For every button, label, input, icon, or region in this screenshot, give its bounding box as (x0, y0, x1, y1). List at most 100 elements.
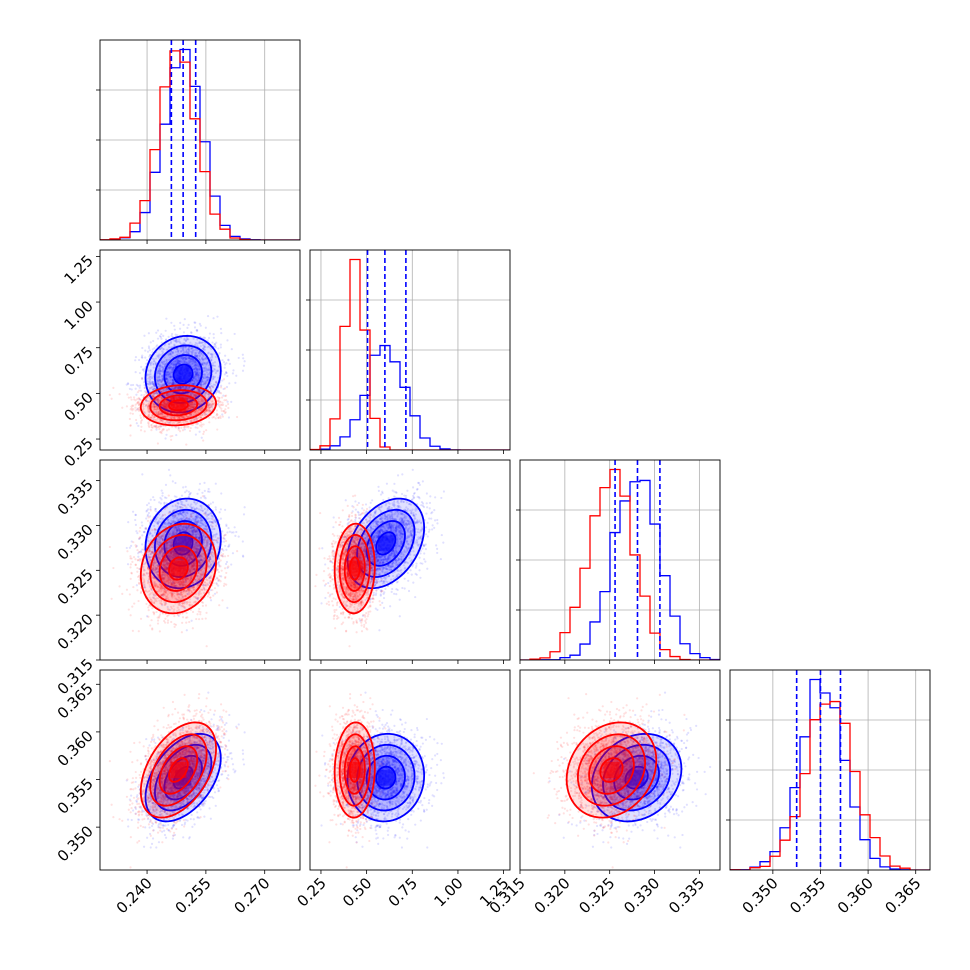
sample-point-series-0 (196, 379, 199, 383)
sample-point-series-0 (172, 382, 175, 385)
sample-point-series-0 (168, 367, 171, 370)
sample-point-series-0 (185, 385, 188, 389)
sample-point-series-0 (195, 366, 198, 369)
sample-point-series-0 (160, 411, 163, 414)
sample-point-series-0 (237, 356, 240, 360)
sample-point-series-0 (192, 337, 195, 340)
sample-point-series-0 (166, 371, 170, 374)
sample-point-series-0 (205, 371, 209, 374)
sample-point-series-0 (149, 387, 152, 390)
sample-point-series-0 (168, 393, 171, 396)
sample-point-series-0 (194, 375, 197, 378)
sample-point-series-0 (168, 343, 171, 346)
sample-point-series-0 (156, 375, 159, 379)
sample-point-series-0 (226, 339, 229, 342)
sample-point-series-0 (175, 362, 178, 366)
sample-point-series-0 (143, 381, 146, 384)
sample-point-series-0 (205, 391, 208, 395)
sample-point-series-0 (156, 329, 160, 332)
sample-point-series-0 (183, 385, 187, 389)
sample-point-series-0 (159, 384, 162, 387)
sample-point-series-0 (242, 357, 245, 360)
sample-point-series-0 (179, 341, 182, 344)
sample-point-series-0 (159, 372, 162, 376)
sample-point-series-0 (185, 362, 188, 365)
sample-point-series-0 (150, 377, 154, 380)
sample-point-series-0 (194, 370, 197, 373)
sample-point-series-0 (176, 334, 179, 337)
sample-point-series-0 (137, 424, 140, 427)
sample-point-series-0 (197, 356, 200, 360)
sample-point-series-0 (174, 363, 177, 366)
sample-point-series-0 (196, 328, 199, 332)
sample-point-series-0 (159, 381, 162, 384)
sample-point-series-0 (172, 360, 175, 363)
sample-point-series-0 (168, 393, 172, 396)
sample-point-series-0 (222, 361, 226, 364)
sample-point-series-0 (138, 398, 141, 401)
sample-point-series-0 (177, 362, 180, 365)
sample-point-series-0 (170, 334, 173, 337)
sample-point-series-0 (177, 361, 180, 364)
sample-point-series-0 (165, 377, 168, 380)
sample-point-series-0 (152, 403, 155, 406)
sample-point-series-1 (121, 406, 124, 409)
sample-point-series-0 (156, 337, 160, 340)
sample-point-series-0 (145, 503, 149, 507)
sample-point-series-0 (167, 373, 171, 376)
sample-point-series-0 (141, 376, 144, 380)
sample-point-series-0 (163, 360, 166, 363)
sample-point-series-0 (196, 342, 199, 345)
sample-point-series-0 (191, 378, 194, 381)
sample-point-series-0 (172, 366, 175, 369)
sample-point-series-0 (194, 364, 197, 367)
sample-point-series-0 (146, 380, 149, 383)
sample-point-series-0 (147, 332, 150, 335)
sample-point-series-0 (190, 351, 193, 355)
sample-point-series-0 (193, 403, 197, 406)
sample-point-series-0 (156, 376, 159, 380)
sample-point-series-0 (191, 351, 194, 354)
sample-point-series-0 (181, 348, 184, 352)
sample-point-series-0 (178, 362, 181, 365)
sample-point-series-0 (188, 403, 191, 406)
sample-point-series-0 (156, 355, 159, 358)
sample-point-series-0 (179, 386, 183, 389)
sample-point-series-0 (148, 378, 152, 382)
sample-point-series-0 (190, 357, 193, 360)
sample-point-series-0 (198, 368, 201, 371)
sample-point-series-0 (195, 380, 199, 384)
sample-point-series-0 (158, 364, 162, 367)
sample-point-series-0 (219, 346, 222, 349)
sample-point-series-0 (153, 384, 156, 387)
sample-point-series-0 (225, 548, 228, 551)
sample-point-series-0 (194, 372, 198, 376)
sample-point-series-0 (196, 362, 199, 365)
sample-point-series-0 (190, 347, 193, 350)
sample-point-series-0 (173, 366, 176, 369)
sample-point-series-0 (209, 356, 212, 360)
sample-point-series-0 (172, 363, 175, 366)
sample-point-series-0 (180, 361, 184, 364)
sample-point-series-0 (201, 380, 204, 383)
sample-point-series-0 (212, 364, 215, 367)
sample-point-series-0 (169, 352, 172, 356)
sample-point-series-0 (159, 369, 162, 372)
sample-point-series-0 (184, 385, 187, 389)
sample-point-series-0 (206, 413, 209, 416)
sample-point-series-0 (203, 348, 207, 351)
sample-point-series-0 (172, 381, 175, 384)
sample-point-series-0 (194, 375, 197, 378)
sample-point-series-0 (223, 373, 226, 376)
sample-point-series-0 (176, 360, 179, 363)
sample-point-series-0 (210, 353, 213, 356)
sample-point-series-0 (214, 344, 217, 347)
sample-point-series-1 (163, 384, 166, 387)
sample-point-series-1 (139, 421, 143, 425)
sample-point-series-0 (158, 353, 161, 356)
sample-point-series-0 (160, 337, 163, 340)
sample-point-series-1 (170, 438, 173, 441)
sample-point-series-0 (187, 323, 190, 326)
sample-point-series-0 (241, 353, 244, 356)
sample-point-series-0 (169, 375, 172, 378)
